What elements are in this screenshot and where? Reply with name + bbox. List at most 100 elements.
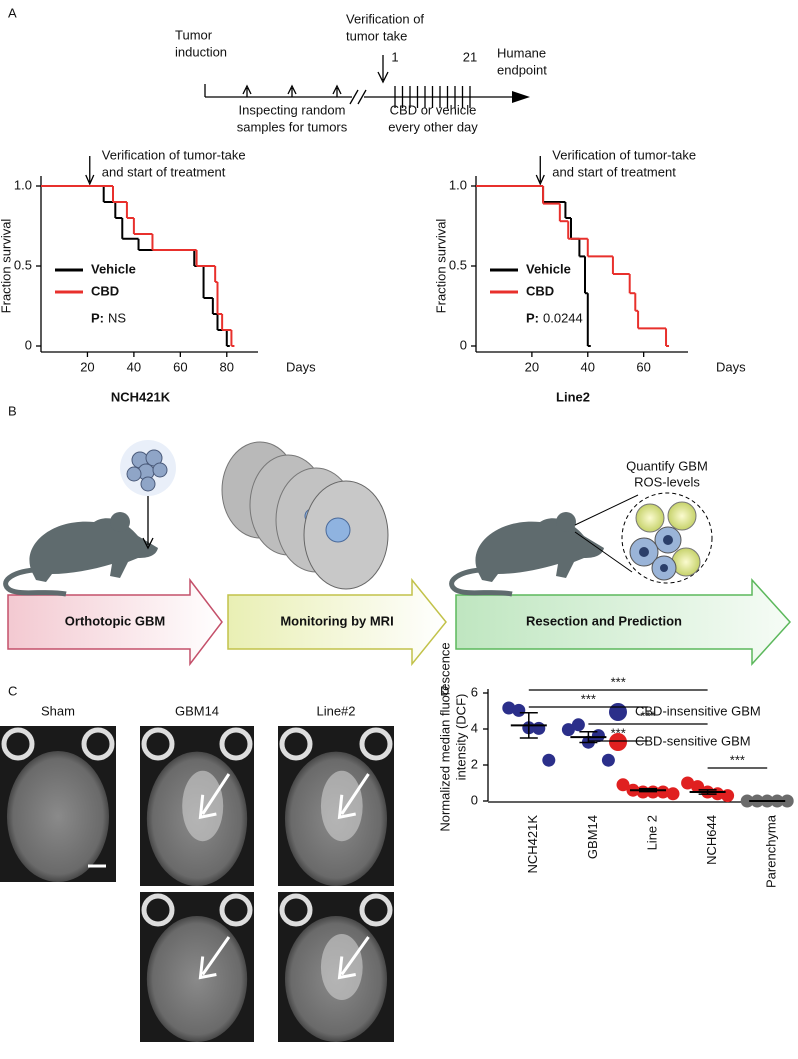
data-point — [740, 794, 754, 808]
timeline-label: Verification of — [346, 11, 424, 26]
workflow-step: Resection and Prediction — [526, 613, 682, 628]
workflow-arrow — [227, 577, 447, 667]
stat-value: 0.0244 — [543, 310, 583, 325]
mri-eye — [359, 727, 393, 761]
mri-column-label: GBM14 — [175, 703, 219, 718]
significance-label: *** — [730, 752, 745, 767]
data-point — [780, 794, 794, 808]
x-tick-label: 60 — [636, 359, 650, 374]
timeline-label: tumor take — [346, 28, 407, 43]
panel-label: C — [8, 683, 17, 698]
mouse-icon — [6, 512, 158, 594]
annotation: and start of treatment — [552, 164, 676, 179]
mri-image — [140, 892, 254, 1042]
timeline-label: every other day — [388, 119, 478, 134]
x-axis-label: Days — [286, 359, 316, 374]
y-tick-label: 1.0 — [14, 177, 32, 192]
workflow-step: Orthotopic GBM — [65, 613, 165, 628]
timeline — [204, 55, 530, 108]
y-tick-label: 2 — [471, 756, 478, 771]
workflow-arrow — [455, 578, 792, 666]
workflow-step: Monitoring by MRI — [280, 613, 393, 628]
timeline-label: Humane — [497, 45, 546, 60]
mri-eye — [279, 893, 313, 927]
data-point — [502, 701, 516, 715]
x-tick-label: Parenchyma — [764, 814, 779, 888]
callout-label: ROS-levels — [634, 474, 700, 489]
mri-arrow — [198, 936, 231, 980]
mri-eye — [279, 727, 313, 761]
mri-arrow — [198, 773, 231, 820]
timeline-label: Inspecting random — [239, 102, 346, 117]
x-axis-label: Days — [716, 359, 746, 374]
y-tick-label: 4 — [471, 720, 478, 735]
timeline-break — [357, 89, 367, 105]
mouse-icon — [452, 512, 604, 594]
y-tick-label: 1.0 — [449, 177, 467, 192]
mri-image — [278, 726, 394, 886]
significance-label: *** — [611, 725, 626, 740]
y-tick-label: 6 — [471, 684, 478, 699]
y-tick-label: 0 — [471, 792, 478, 807]
significance-label: *** — [581, 691, 596, 706]
panel-label: B — [8, 403, 17, 418]
cell-callout — [574, 492, 713, 584]
data-point — [532, 721, 546, 735]
mri-brain — [146, 916, 248, 1042]
timeline-arrowhead — [512, 91, 530, 103]
x-tick-label: GBM14 — [585, 815, 600, 859]
y-axis-label: Fraction survival — [0, 219, 13, 314]
legend-label: Vehicle — [91, 261, 136, 276]
y-axis-label: intensity (DCF) — [453, 694, 468, 781]
panel-label: A — [8, 5, 17, 20]
dose-ticks — [394, 86, 471, 108]
annotation-arrow — [85, 156, 95, 186]
mri-eye — [141, 727, 175, 761]
timeline-label: CBD or vehicle — [390, 102, 477, 117]
chart-title: Line2 — [556, 389, 590, 404]
stat-value: NS — [108, 310, 126, 325]
x-tick-label: 40 — [581, 359, 595, 374]
panel-label: D — [440, 683, 449, 698]
data-point — [616, 778, 630, 792]
verify-arrow — [377, 55, 389, 84]
stat-label: P: — [91, 310, 104, 325]
significance-label: *** — [640, 708, 655, 723]
error-bar — [698, 789, 717, 795]
x-tick-label: 60 — [173, 359, 187, 374]
timeline-label: samples for tumors — [237, 119, 348, 134]
chart-title: NCH421K — [111, 389, 171, 404]
data-point — [601, 753, 615, 767]
mri-arrow — [337, 773, 370, 820]
timeline-label: Tumor — [175, 27, 213, 42]
workflow-arrow — [7, 577, 223, 667]
mri-eye — [141, 893, 175, 927]
x-tick-label: Line 2 — [644, 815, 659, 850]
mri-brain — [6, 750, 110, 882]
data-point — [561, 723, 575, 737]
significance-label: *** — [611, 674, 626, 689]
data-point — [681, 776, 695, 790]
mri-arrow — [337, 936, 370, 980]
legend-label: CBD-sensitive GBM — [635, 733, 751, 748]
annotation: Verification of tumor-take — [552, 147, 696, 162]
y-tick-label: 0.5 — [14, 257, 32, 272]
mri-eye — [1, 727, 35, 761]
mri-stack — [221, 441, 389, 590]
x-tick-label: NCH644 — [704, 815, 719, 865]
stat-label: P: — [526, 310, 539, 325]
data-point — [571, 718, 585, 732]
legend-marker — [609, 703, 627, 721]
x-tick-label: 80 — [220, 359, 234, 374]
annotation: and start of treatment — [102, 164, 226, 179]
y-tick-label: 0 — [460, 337, 467, 352]
mri-eye — [81, 727, 115, 761]
legend-label: Vehicle — [526, 261, 571, 276]
mri-eye — [359, 893, 393, 927]
y-axis-label: Normalized median fluorescence — [437, 642, 452, 831]
tumor-cluster — [120, 440, 176, 550]
callout-label: Quantify GBM — [626, 458, 708, 473]
data-point — [512, 703, 526, 717]
